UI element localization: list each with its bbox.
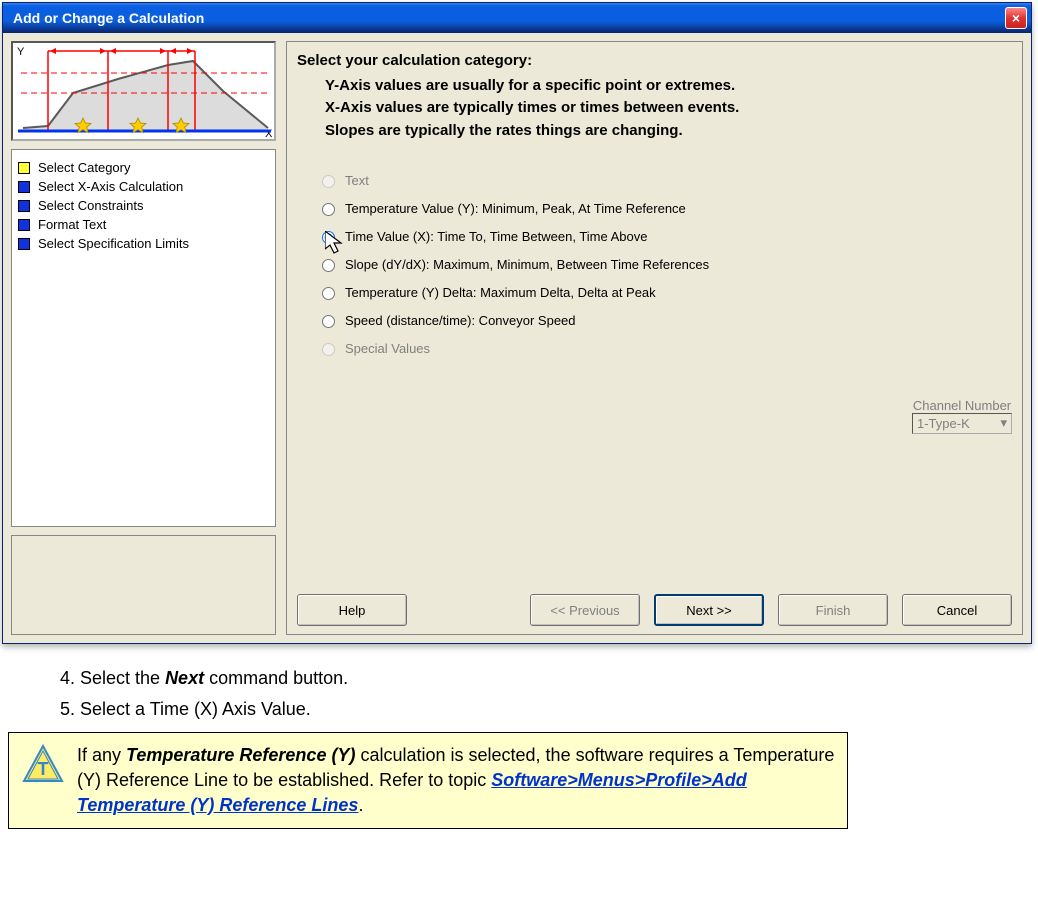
wizard-step[interactable]: Select Constraints [18, 198, 269, 213]
step-swatch [18, 219, 30, 231]
wizard-step[interactable]: Format Text [18, 217, 269, 232]
instruction-item: Select the Next command button. [80, 664, 1038, 693]
info-panel [11, 535, 276, 635]
tip-text: If any Temperature Reference (Y) calcula… [77, 743, 835, 819]
dialog-body: YX Select Category Select X-Axis Calculat… [3, 33, 1031, 643]
tip-suffix: . [358, 795, 363, 815]
wizard-step[interactable]: Select Category [18, 160, 269, 175]
heading-block: Select your calculation category: Y-Axis… [297, 50, 1012, 142]
button-row: Help << Previous Next >> Finish Cancel [297, 584, 1012, 626]
left-column: YX Select Category Select X-Axis Calculat… [11, 41, 276, 635]
radio-input[interactable] [322, 259, 335, 272]
svg-text:Y: Y [17, 46, 25, 58]
wizard-step-list: Select Category Select X-Axis Calculation… [11, 149, 276, 527]
radio-option-yval[interactable]: Temperature Value (Y): Minimum, Peak, At… [317, 200, 1012, 216]
heading-title: Select your calculation category: [297, 50, 1012, 73]
step-label: Format Text [38, 217, 106, 232]
radio-option-special: Special Values [317, 340, 1012, 356]
radio-option-slope[interactable]: Slope (dY/dX): Maximum, Minimum, Between… [317, 256, 1012, 272]
instructions-list: Select the Next command button.Select a … [40, 664, 1038, 724]
radio-option-ydelta[interactable]: Temperature (Y) Delta: Maximum Delta, De… [317, 284, 1012, 300]
svg-text:T: T [38, 759, 49, 779]
next-button[interactable]: Next >> [654, 594, 764, 626]
dialog-window: Add or Change a Calculation × YX Select … [2, 2, 1032, 644]
radio-input[interactable] [322, 315, 335, 328]
radio-group: Text Temperature Value (Y): Minimum, Peak… [297, 160, 1012, 368]
wizard-step[interactable]: Select Specification Limits [18, 236, 269, 251]
title-text: Add or Change a Calculation [13, 10, 204, 26]
cancel-button[interactable]: Cancel [902, 594, 1012, 626]
radio-option-speed[interactable]: Speed (distance/time): Conveyor Speed [317, 312, 1012, 328]
radio-label: Temperature (Y) Delta: Maximum Delta, De… [345, 285, 656, 300]
wizard-step[interactable]: Select X-Axis Calculation [18, 179, 269, 194]
step-label: Select Category [38, 160, 131, 175]
tip-icon: T [21, 743, 65, 787]
close-icon: × [1012, 10, 1020, 26]
radio-input[interactable] [322, 287, 335, 300]
step-swatch [18, 200, 30, 212]
close-button[interactable]: × [1005, 7, 1027, 29]
previous-button[interactable]: << Previous [530, 594, 640, 626]
tip-box: T If any Temperature Reference (Y) calcu… [8, 732, 848, 830]
radio-label: Temperature Value (Y): Minimum, Peak, At… [345, 201, 686, 216]
thumbnail-svg: YX [13, 43, 274, 139]
channel-label: Channel Number [912, 398, 1012, 413]
radio-input [322, 343, 335, 356]
heading-line-1: Y-Axis values are usually for a specific… [297, 75, 1012, 98]
step-label: Select X-Axis Calculation [38, 179, 183, 194]
heading-line-2: X-Axis values are typically times or tim… [297, 97, 1012, 120]
instruction-item: Select a Time (X) Axis Value. [80, 695, 1038, 724]
radio-input [322, 175, 335, 188]
radio-label: Text [345, 173, 369, 188]
finish-button[interactable]: Finish [778, 594, 888, 626]
step-swatch [18, 162, 30, 174]
heading-line-3: Slopes are typically the rates things ar… [297, 120, 1012, 143]
step-label: Select Specification Limits [38, 236, 189, 251]
radio-option-xval[interactable]: Time Value (X): Time To, Time Between, T… [317, 228, 1012, 244]
radio-input[interactable] [322, 203, 335, 216]
radio-label: Time Value (X): Time To, Time Between, T… [345, 229, 648, 244]
help-button[interactable]: Help [297, 594, 407, 626]
step-swatch [18, 181, 30, 193]
radio-label: Slope (dY/dX): Maximum, Minimum, Between… [345, 257, 709, 272]
thumbnail-chart: YX [11, 41, 276, 141]
tip-prefix: If any [77, 745, 126, 765]
channel-select: 1-Type-K [912, 413, 1012, 434]
tip-bold: Temperature Reference (Y) [126, 745, 355, 765]
step-label: Select Constraints [38, 198, 144, 213]
radio-option-text: Text [317, 172, 1012, 188]
main-panel: Select your calculation category: Y-Axis… [286, 41, 1023, 635]
title-bar: Add or Change a Calculation × [3, 3, 1031, 33]
radio-input[interactable] [322, 231, 335, 244]
channel-row: Channel Number 1-Type-K [297, 398, 1012, 434]
radio-label: Speed (distance/time): Conveyor Speed [345, 313, 576, 328]
step-swatch [18, 238, 30, 250]
radio-label: Special Values [345, 341, 430, 356]
